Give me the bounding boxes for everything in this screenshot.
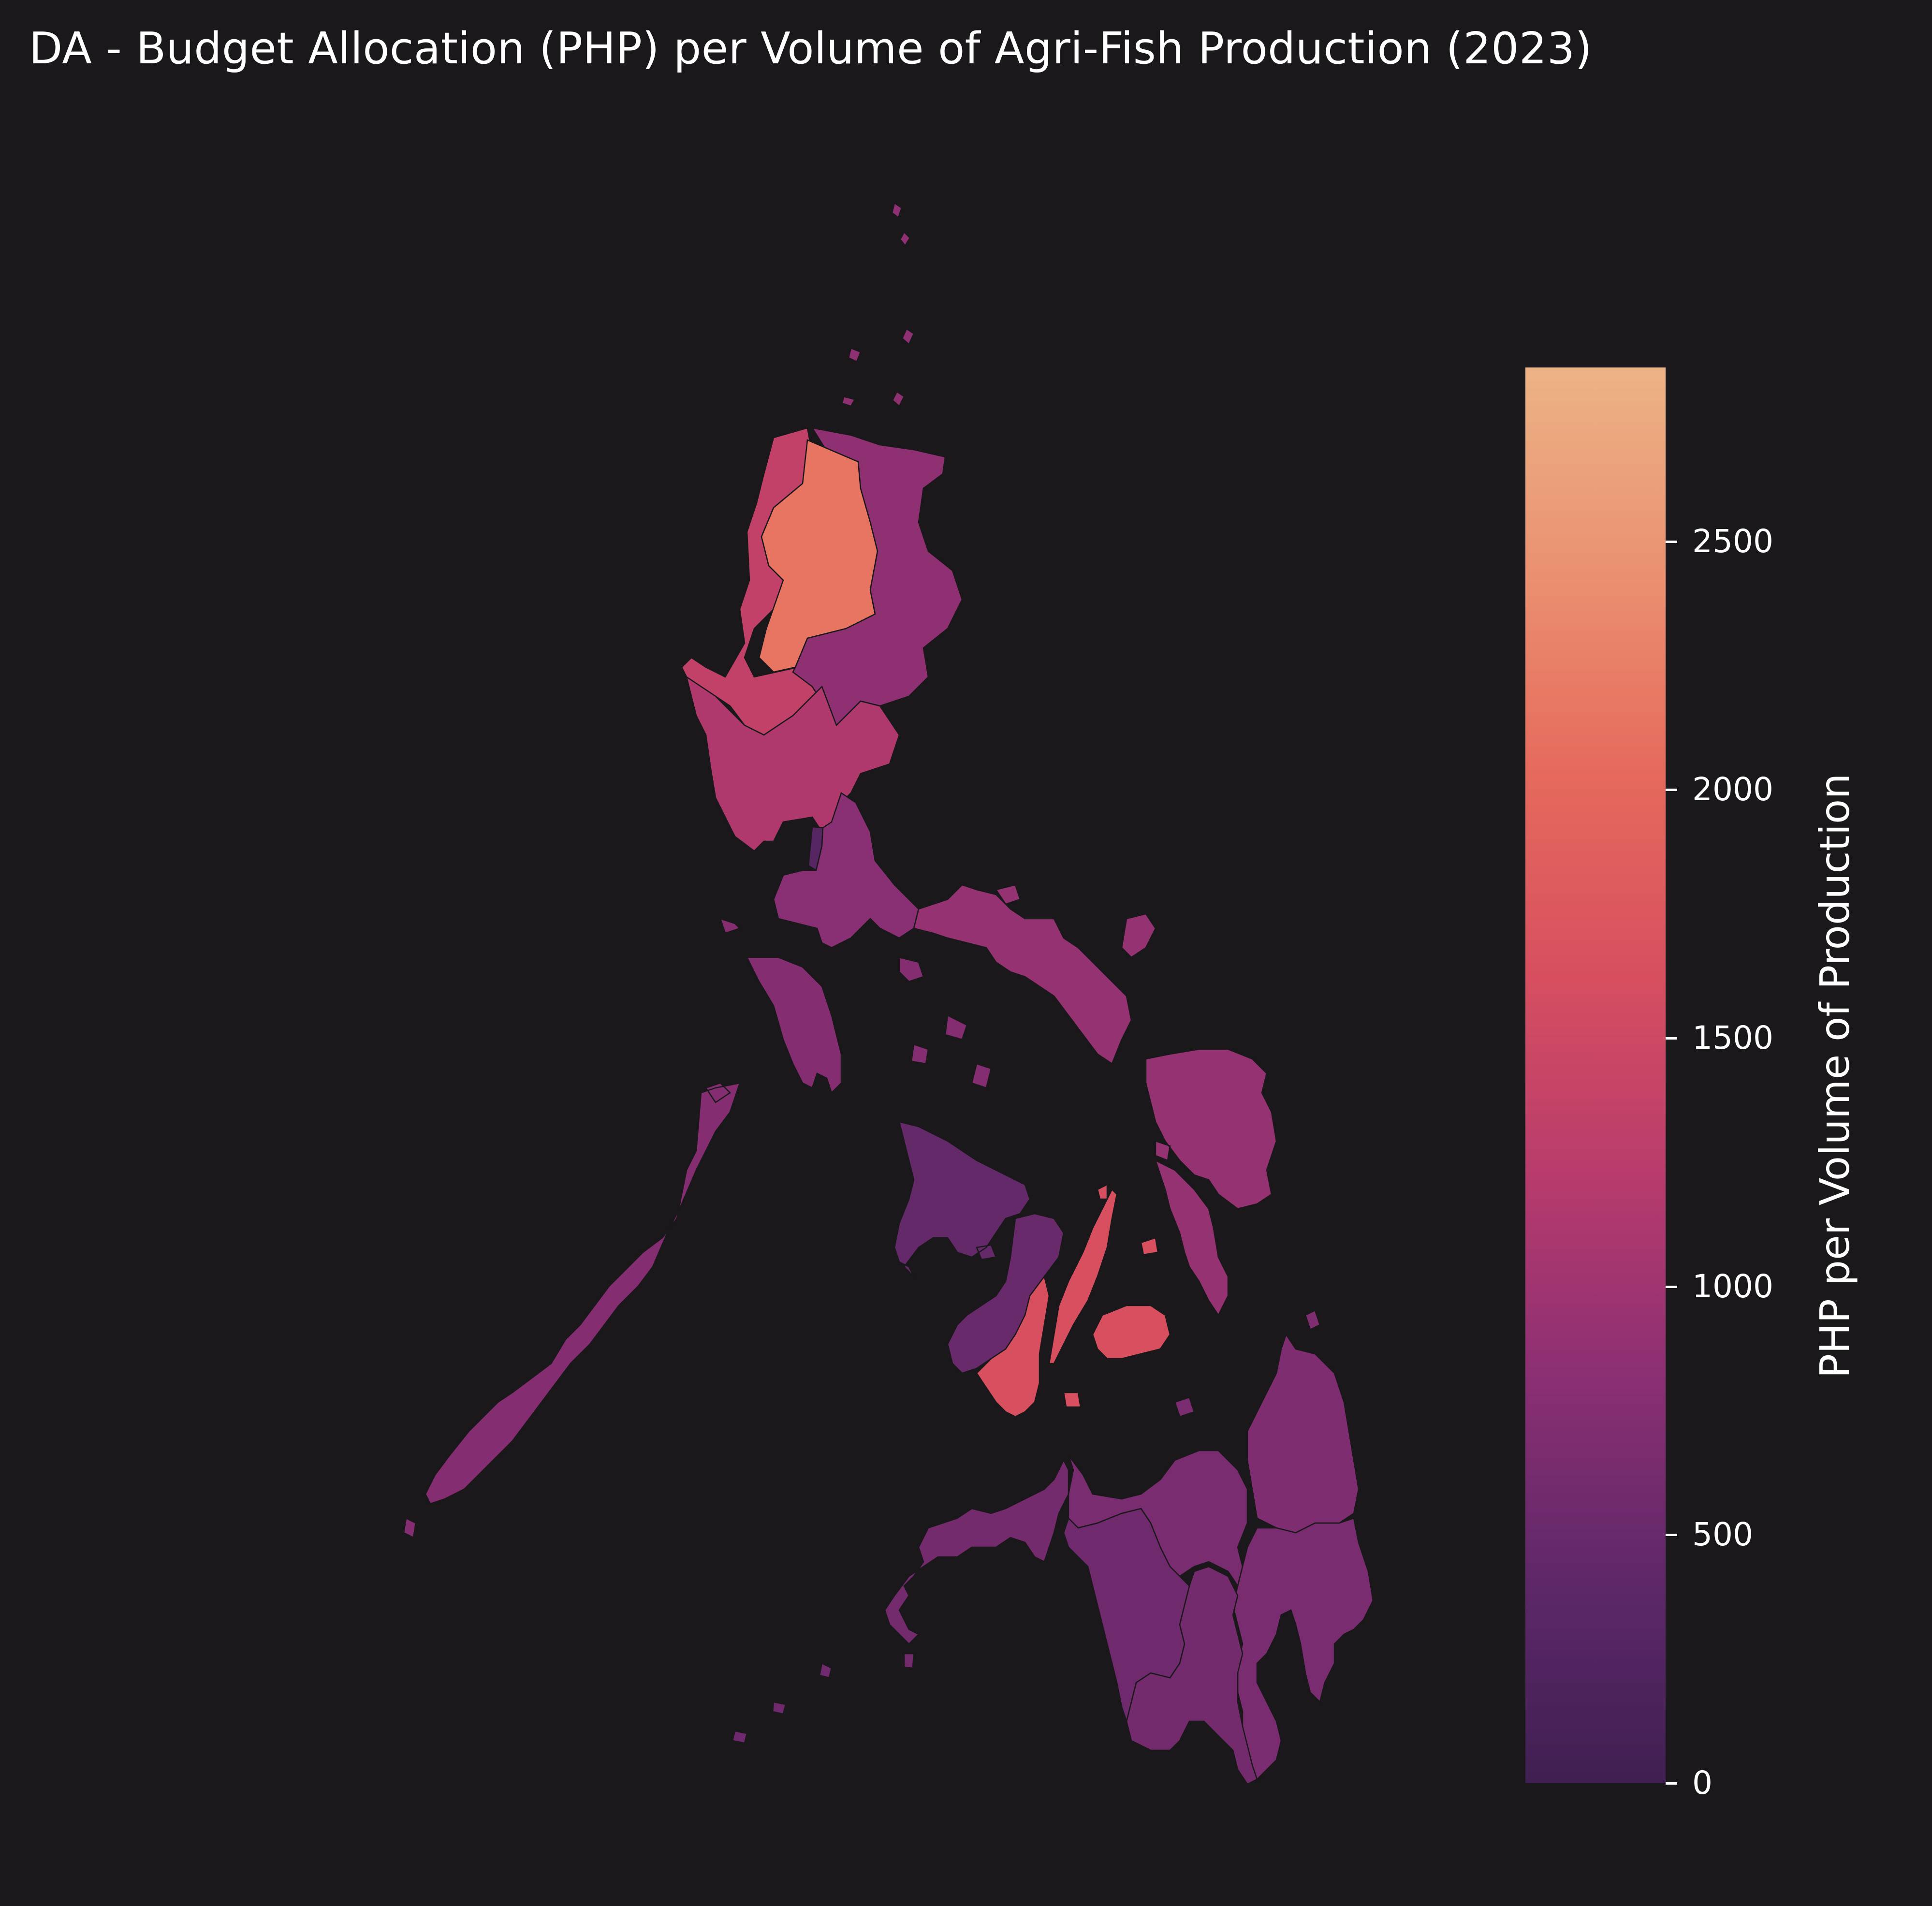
- colorbar-tick-label: 500: [1692, 1516, 1753, 1554]
- region-zamboanga-peninsula: [884, 1459, 1069, 1669]
- region-mimaropa: [719, 918, 992, 1094]
- region-western-visayas: [893, 1121, 1031, 1277]
- colorbar-tick-mark: [1666, 1037, 1677, 1040]
- colorbar-tick-label: 1000: [1692, 1267, 1773, 1305]
- region-bicol: [913, 884, 1156, 1065]
- colorbar-tick-mark: [1666, 1285, 1677, 1288]
- region-batanes-islets: [841, 202, 915, 407]
- colorbar-tick-label: 0: [1692, 1764, 1712, 1802]
- colorbar: [1525, 367, 1666, 1783]
- colorbar-label: PHP per Volume of Production: [1811, 773, 1859, 1378]
- colorbar-tick-label: 2000: [1692, 771, 1773, 808]
- colorbar-tick-label: 2500: [1692, 522, 1773, 560]
- region-calabarzon: [773, 792, 920, 949]
- region-central-visayas: [976, 1183, 1171, 1418]
- region-eastern-visayas: [1145, 1048, 1277, 1317]
- region-negros-island: [947, 1213, 1065, 1374]
- colorbar-tick-mark: [1666, 1534, 1677, 1537]
- colorbar-tick-mark: [1666, 789, 1677, 792]
- region-palawan: [403, 1068, 746, 1539]
- colorbar-tick-mark: [1666, 1782, 1677, 1785]
- colorbar-tick-mark: [1666, 540, 1677, 543]
- region-caraga: [1246, 1309, 1360, 1534]
- colorbar-tick-label: 1500: [1692, 1019, 1773, 1056]
- map-title: DA - Budget Allocation (PHP) per Volume …: [29, 23, 1593, 74]
- region-davao: [1232, 1517, 1374, 1781]
- region-barmm: [732, 1508, 1190, 1744]
